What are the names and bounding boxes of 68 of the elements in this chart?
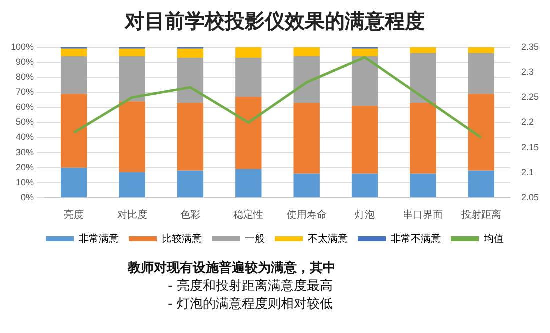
y-tick-label: 100% xyxy=(10,42,34,52)
bar xyxy=(119,48,146,56)
legend-label: 均值 xyxy=(483,232,504,245)
y-tick-label: 0% xyxy=(21,192,34,202)
legend-label: 一般 xyxy=(245,234,265,245)
y-tick-label: 50% xyxy=(16,117,34,128)
x-tick-label: 使用寿命 xyxy=(286,208,327,221)
bar xyxy=(119,56,146,102)
bar xyxy=(177,48,204,58)
x-tick-label: 投射距离 xyxy=(460,208,502,221)
bar xyxy=(468,47,494,54)
bar xyxy=(294,103,320,174)
y2-tick-label: 2.35 xyxy=(521,42,540,52)
bar xyxy=(177,170,204,198)
bar xyxy=(236,97,262,170)
y-tick-label: 40% xyxy=(16,132,34,142)
x-tick-label: 对比度 xyxy=(117,208,148,221)
bar xyxy=(61,168,88,198)
y-tick-label: 30% xyxy=(16,147,34,158)
bar xyxy=(468,170,494,198)
y2-tick-label: 2.15 xyxy=(521,142,540,152)
bar xyxy=(352,174,378,198)
bar xyxy=(294,56,320,104)
x-tick-label: 亮度 xyxy=(64,208,84,221)
bar xyxy=(61,56,88,94)
x-tick-label: 灯泡 xyxy=(355,208,376,221)
bar xyxy=(119,172,146,198)
bar xyxy=(177,103,204,171)
bar xyxy=(61,94,88,168)
bar xyxy=(294,174,320,198)
y2-tick-label: 2.3 xyxy=(521,66,534,77)
y2-tick-label: 2.2 xyxy=(521,117,534,128)
bar xyxy=(352,106,378,174)
x-tick-label: 稳定性 xyxy=(234,208,264,221)
bar xyxy=(410,47,436,54)
text: - 灯泡的满意程度则相对较低 xyxy=(167,296,334,314)
y2-tick-label: 2.25 xyxy=(521,92,540,102)
legend-label: 非常不满意 xyxy=(391,232,441,245)
bar xyxy=(468,94,494,171)
legend-label: 比较满意 xyxy=(162,232,202,245)
bar xyxy=(294,47,320,56)
bar xyxy=(177,58,204,104)
bar xyxy=(236,169,262,198)
bar xyxy=(468,53,494,94)
legend-label: 非常满意 xyxy=(79,232,119,245)
y-tick-label: 90% xyxy=(16,56,34,67)
bar xyxy=(352,48,378,56)
y2-tick-label: 2.1 xyxy=(521,167,534,178)
legend-label: 不太满意 xyxy=(308,232,348,245)
y-tick-label: 10% xyxy=(16,177,34,188)
x-tick-label: 串口界面 xyxy=(403,208,444,221)
bar xyxy=(119,102,146,172)
bar xyxy=(410,103,436,174)
bar xyxy=(236,47,262,58)
bar xyxy=(236,58,262,98)
y-tick-label: 80% xyxy=(16,72,34,82)
text: 教师对现有设施普遍较为满意，其中 xyxy=(128,260,337,278)
x-tick-label: 色彩 xyxy=(180,208,200,221)
bar xyxy=(410,174,436,198)
y-tick-label: 20% xyxy=(16,162,34,172)
y2-tick-label: 2.05 xyxy=(521,192,540,202)
y-tick-label: 60% xyxy=(16,102,34,112)
text: - 亮度和投射距离满意度最高 xyxy=(167,278,334,296)
bar xyxy=(410,53,436,104)
y-tick-label: 70% xyxy=(16,87,34,98)
bar xyxy=(61,48,88,56)
bar xyxy=(352,56,378,106)
chart-title: 对目前学校投影仪效果的满意程度 xyxy=(124,8,426,35)
